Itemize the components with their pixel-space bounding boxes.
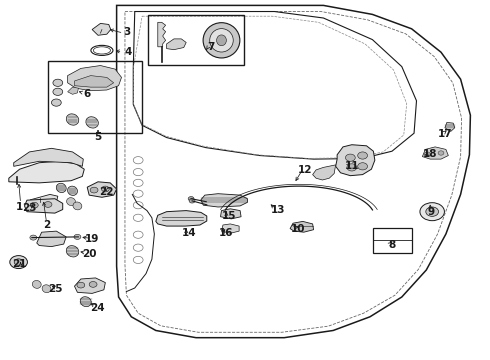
Polygon shape <box>74 278 105 293</box>
Circle shape <box>358 152 368 159</box>
Circle shape <box>345 154 355 161</box>
Circle shape <box>90 187 98 193</box>
Ellipse shape <box>210 29 233 52</box>
Text: 16: 16 <box>219 228 234 238</box>
Text: 3: 3 <box>124 27 131 37</box>
Polygon shape <box>30 194 58 205</box>
Ellipse shape <box>217 35 226 46</box>
Circle shape <box>420 203 444 221</box>
Circle shape <box>30 202 38 208</box>
Polygon shape <box>290 221 314 232</box>
Text: 21: 21 <box>12 258 27 269</box>
Circle shape <box>358 163 368 170</box>
Text: 10: 10 <box>291 224 305 234</box>
Ellipse shape <box>66 114 79 125</box>
Text: 25: 25 <box>48 284 62 294</box>
Circle shape <box>77 282 85 288</box>
Circle shape <box>30 235 37 240</box>
Polygon shape <box>87 182 117 197</box>
Text: 18: 18 <box>423 149 438 159</box>
Ellipse shape <box>67 198 75 206</box>
Polygon shape <box>158 22 166 47</box>
Polygon shape <box>422 147 448 159</box>
Circle shape <box>426 207 439 216</box>
Text: 8: 8 <box>389 240 395 250</box>
Circle shape <box>53 79 63 86</box>
Circle shape <box>44 202 52 207</box>
Polygon shape <box>220 209 241 219</box>
Ellipse shape <box>203 23 240 58</box>
Circle shape <box>438 151 444 155</box>
Ellipse shape <box>66 246 79 257</box>
Ellipse shape <box>32 280 41 288</box>
Text: 24: 24 <box>90 303 104 313</box>
Text: 17: 17 <box>438 129 452 139</box>
Text: 5: 5 <box>95 132 101 142</box>
Text: 13: 13 <box>271 204 286 215</box>
Ellipse shape <box>68 186 77 195</box>
Text: 20: 20 <box>82 249 97 259</box>
Circle shape <box>14 259 23 265</box>
Text: 22: 22 <box>99 186 114 197</box>
Text: 14: 14 <box>181 228 196 238</box>
Polygon shape <box>9 161 84 183</box>
Polygon shape <box>92 23 111 35</box>
Polygon shape <box>68 66 122 91</box>
Polygon shape <box>221 224 239 233</box>
Text: 1: 1 <box>16 202 23 212</box>
Circle shape <box>89 282 97 287</box>
Polygon shape <box>336 145 375 176</box>
Circle shape <box>51 99 61 106</box>
Text: 11: 11 <box>344 161 359 171</box>
Circle shape <box>188 197 194 201</box>
Polygon shape <box>201 194 247 207</box>
Text: 15: 15 <box>222 211 237 221</box>
Polygon shape <box>167 39 186 50</box>
Polygon shape <box>156 211 207 226</box>
Ellipse shape <box>56 183 66 193</box>
Text: 9: 9 <box>428 207 435 217</box>
Circle shape <box>10 256 27 269</box>
Circle shape <box>347 164 357 171</box>
Text: 7: 7 <box>207 42 215 52</box>
Text: 19: 19 <box>85 234 99 244</box>
Ellipse shape <box>80 297 91 307</box>
Text: 6: 6 <box>84 89 91 99</box>
Text: 2: 2 <box>43 220 50 230</box>
Ellipse shape <box>86 117 98 128</box>
Text: 4: 4 <box>124 47 132 57</box>
Circle shape <box>424 152 430 156</box>
Ellipse shape <box>73 202 82 210</box>
Polygon shape <box>24 199 63 213</box>
Circle shape <box>53 88 63 95</box>
Text: 23: 23 <box>22 203 37 213</box>
Circle shape <box>101 186 109 192</box>
Polygon shape <box>14 148 83 166</box>
Circle shape <box>74 234 81 239</box>
Polygon shape <box>74 76 114 87</box>
Polygon shape <box>37 231 66 247</box>
Polygon shape <box>445 122 455 131</box>
Ellipse shape <box>42 285 51 293</box>
Polygon shape <box>313 165 336 180</box>
Polygon shape <box>68 87 78 94</box>
Circle shape <box>189 199 195 203</box>
Text: 12: 12 <box>297 165 312 175</box>
